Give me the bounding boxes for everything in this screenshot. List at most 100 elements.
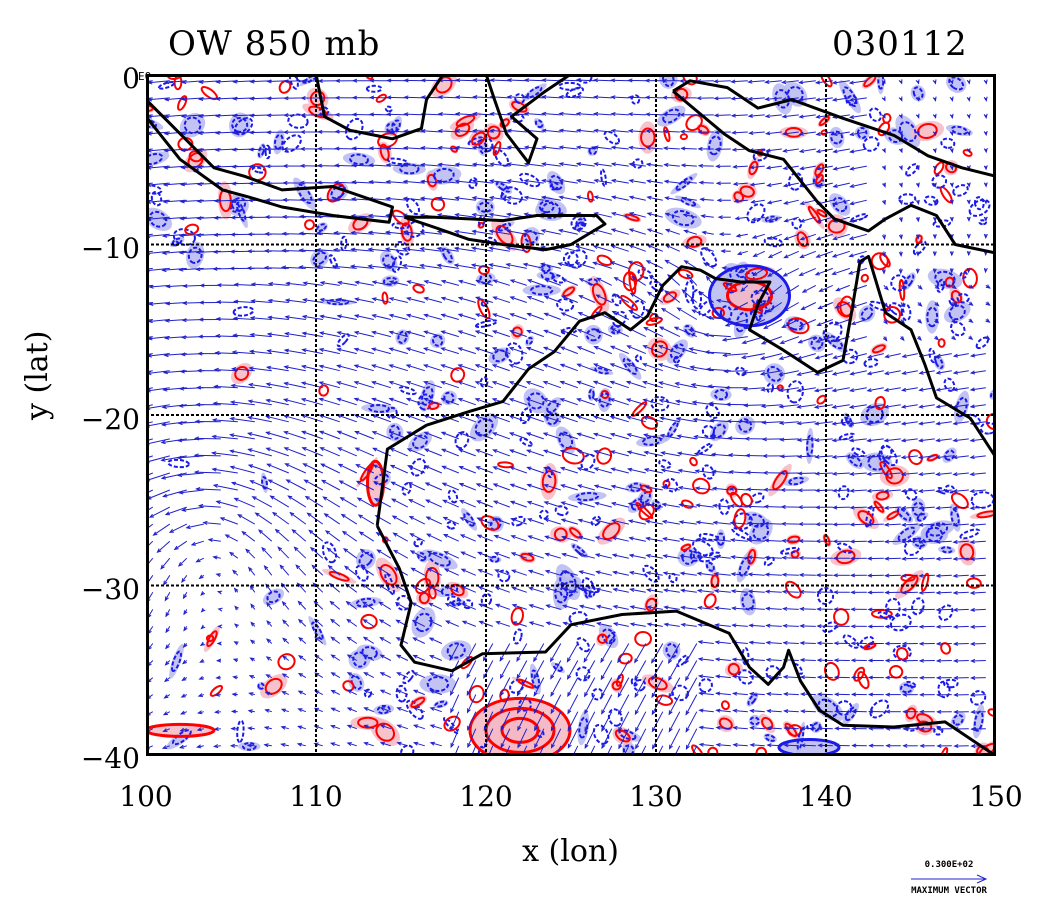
wind-vector (146, 148, 153, 151)
negative-contour (417, 552, 427, 562)
wind-vector (490, 196, 510, 201)
negative-contour (868, 300, 892, 312)
wind-vector-head (230, 383, 236, 388)
wind-vector-head (594, 501, 600, 506)
wind-vector-head (450, 690, 454, 696)
wind-vector-head (594, 536, 600, 540)
wind-vector (146, 404, 153, 407)
wind-vector-head (704, 350, 710, 355)
wind-vector (764, 506, 782, 508)
wind-vector-head (583, 657, 588, 663)
negative-contour (479, 376, 489, 388)
wind-vector-head (935, 675, 942, 680)
wind-vector-head (567, 709, 572, 715)
wind-vector (330, 619, 341, 627)
wind-vector-head (576, 467, 582, 471)
wind-vector-head (200, 624, 206, 630)
wind-vector-head (197, 96, 204, 101)
wind-vector (534, 711, 545, 731)
wind-vector-head (849, 149, 855, 154)
wind-vector-head (336, 347, 342, 352)
wind-vector-head (935, 404, 941, 409)
wind-vector-head (691, 309, 697, 314)
wind-vector-head (162, 370, 169, 375)
wind-vector-head (953, 743, 959, 748)
wind-vector-head (455, 78, 461, 83)
wind-vector-head (442, 533, 449, 538)
wind-vector (970, 472, 986, 475)
wind-vector-head (642, 433, 649, 438)
wind-vector-head (935, 641, 941, 646)
wind-vector (268, 479, 290, 491)
wind-vector-head (363, 742, 369, 746)
wind-vector-head (559, 432, 565, 437)
wind-vector-head (634, 709, 639, 716)
wind-vector-head (511, 603, 517, 608)
wind-vector-head (460, 551, 466, 556)
wind-vector-head (215, 500, 221, 505)
wind-vector-head (680, 163, 686, 168)
wind-vector-head (966, 113, 971, 119)
wind-vector-head (849, 183, 855, 188)
negative-contour (649, 280, 664, 293)
wind-vector-head (301, 314, 308, 319)
positive-contour (510, 607, 524, 626)
wind-vector (528, 535, 544, 542)
wind-vector (559, 113, 578, 116)
wind-vector (213, 484, 238, 491)
wind-vector-head (748, 691, 755, 696)
wind-vector-head (834, 709, 840, 714)
wind-vector (783, 642, 799, 644)
positive-contour (824, 661, 840, 681)
wind-vector (379, 601, 392, 610)
wind-vector-head (746, 504, 752, 509)
wind-vector-head (232, 675, 238, 680)
wind-vector-head (782, 606, 788, 611)
wind-vector (295, 564, 307, 576)
wind-vector-head (557, 228, 564, 233)
wind-vector-head (799, 166, 805, 171)
wind-vector (868, 353, 884, 358)
wind-vector-head (488, 179, 495, 184)
wind-vector (597, 622, 612, 627)
wind-vector (559, 229, 578, 235)
wind-vector-head (265, 130, 271, 135)
wind-vector-head (148, 284, 154, 289)
wind-vector (698, 607, 714, 610)
wind-vector (594, 467, 612, 474)
negative-contour (630, 299, 646, 319)
wind-vector (303, 282, 323, 286)
wind-vector (748, 590, 765, 593)
wind-vector-head (900, 438, 907, 443)
wind-vector-head (668, 676, 673, 682)
wind-vector-head (575, 145, 582, 150)
wind-vector (767, 182, 782, 187)
wind-vector (628, 502, 646, 508)
wind-vector-head (815, 183, 822, 188)
wind-vector-head (935, 455, 941, 460)
wind-vector (372, 348, 391, 355)
wind-vector-head (241, 530, 247, 536)
wind-vector (668, 694, 681, 715)
wind-vector-head (527, 569, 534, 574)
wind-vector-head (748, 640, 754, 645)
wind-vector (579, 570, 595, 576)
wind-vector-head (970, 726, 976, 732)
wind-vector (630, 623, 646, 627)
wind-vector (701, 215, 714, 218)
wind-vector-head (216, 658, 222, 663)
wind-vector-head (783, 743, 789, 748)
negative-contour (754, 298, 763, 322)
positive-contour (357, 716, 379, 729)
wind-vector-head (388, 297, 394, 302)
wind-vector (628, 96, 646, 99)
wind-vector-head (561, 587, 568, 592)
coast-new_guinea-line (672, 79, 996, 255)
wind-vector (612, 537, 629, 542)
wind-vector-head (354, 431, 360, 435)
wind-vector (424, 381, 442, 389)
wind-vector (368, 231, 391, 235)
wind-vector (146, 336, 153, 339)
wind-vector-head (297, 725, 303, 730)
wind-vector (635, 711, 647, 732)
